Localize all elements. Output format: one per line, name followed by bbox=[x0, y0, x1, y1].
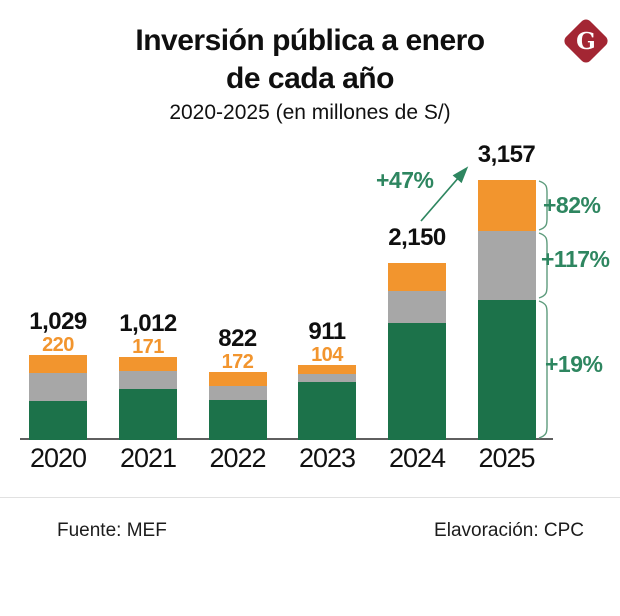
x-axis-label-2020: 2020 bbox=[29, 443, 87, 473]
total-label-2024: 2,150 bbox=[388, 223, 446, 251]
footer-source: Fuente: MEF bbox=[57, 520, 167, 541]
bar-2021-orange-segment bbox=[119, 356, 177, 371]
bar-2021-green-segment bbox=[119, 389, 177, 440]
bar-2022-green-segment bbox=[208, 400, 267, 440]
x-axis-label-2024: 2024 bbox=[388, 443, 446, 473]
bar-2020-gray-segment bbox=[29, 373, 87, 402]
growth-total-annotation: +47% bbox=[376, 167, 434, 193]
bar-2025-orange-segment bbox=[477, 180, 536, 231]
growth-green-annotation: +19% bbox=[545, 351, 603, 377]
bar-2020-green-segment bbox=[29, 401, 87, 440]
x-axis-line bbox=[20, 438, 553, 440]
total-label-2020: 1,029 bbox=[29, 308, 87, 336]
growth-gray-annotation: +117% bbox=[541, 246, 610, 272]
chart-title: Inversión pública a enero de cada año bbox=[0, 22, 620, 98]
bar-2023-gray-segment bbox=[298, 373, 356, 382]
bar-2025-green-segment bbox=[477, 299, 536, 440]
x-axis-label-2022: 2022 bbox=[209, 443, 266, 473]
orange-segment-label-2020: 220 bbox=[42, 334, 74, 357]
bar-2024-green-segment bbox=[388, 322, 446, 440]
growth-orange-annotation: +82% bbox=[543, 192, 601, 218]
bar-2024-orange-segment bbox=[388, 262, 446, 291]
total-label-2021: 1,012 bbox=[119, 309, 177, 337]
bar-2020-orange-segment bbox=[29, 355, 87, 374]
bar-2023-orange-segment bbox=[298, 364, 356, 374]
x-axis-label-2025: 2025 bbox=[478, 443, 535, 473]
chart-title-line2: de cada año bbox=[226, 62, 394, 95]
total-label-2025: 3,157 bbox=[477, 141, 536, 168]
bar-2025-gray-segment bbox=[477, 230, 536, 300]
total-label-2023: 911 bbox=[308, 317, 346, 345]
bar-2022-orange-segment bbox=[208, 372, 267, 387]
orange-segment-label-2022: 172 bbox=[221, 351, 254, 374]
total-label-2022: 822 bbox=[218, 325, 257, 353]
bar-2024-gray-segment bbox=[388, 290, 446, 323]
x-axis-label-2023: 2023 bbox=[298, 443, 356, 473]
footer-elaboration: Elavoración: CPC bbox=[434, 520, 584, 541]
footer-divider bbox=[0, 497, 620, 498]
orange-segment-label-2021: 171 bbox=[132, 335, 164, 358]
chart-title-line1: Inversión pública a enero bbox=[135, 24, 485, 57]
bar-2021-gray-segment bbox=[119, 370, 177, 390]
bar-2023-green-segment bbox=[298, 381, 356, 440]
chart-subtitle: 2020-2025 (en millones de S/) bbox=[169, 101, 451, 124]
orange-segment-label-2023: 104 bbox=[311, 343, 343, 366]
x-axis-label-2021: 2021 bbox=[119, 443, 177, 473]
bar-2022-gray-segment bbox=[208, 386, 267, 401]
